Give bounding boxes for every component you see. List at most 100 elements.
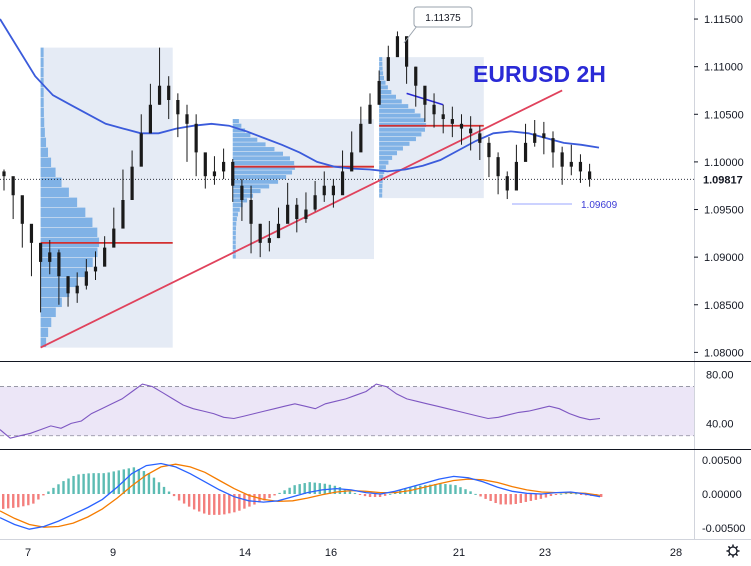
volume-profile-layer <box>40 47 484 348</box>
macd-histogram-bar <box>504 494 507 505</box>
candle-body <box>267 238 271 243</box>
current-price-badge <box>695 171 751 188</box>
candle-body <box>84 271 88 286</box>
volume-profile-row <box>379 151 398 156</box>
candle-body <box>103 247 107 267</box>
volume-profile-row <box>379 155 393 160</box>
macd-histogram-bar <box>303 483 306 494</box>
macd-histogram-bar <box>238 494 241 511</box>
macd-histogram-bar <box>373 494 377 497</box>
macd-histogram-bar <box>152 477 156 494</box>
volume-profile-row <box>379 90 392 95</box>
macd-histogram-bar <box>378 494 382 497</box>
candle-body <box>39 242 43 262</box>
candle-body <box>386 57 390 81</box>
volume-profile-row <box>232 231 236 236</box>
macd-histogram-bar <box>298 484 301 494</box>
candle-body <box>93 266 98 272</box>
candle-body <box>423 85 427 105</box>
macd-histogram-bar <box>92 473 95 494</box>
candle-body <box>185 114 189 124</box>
macd-histogram-bar <box>429 484 432 494</box>
volume-profile-row <box>40 157 52 168</box>
callout-box <box>413 6 473 28</box>
candle-body <box>203 152 207 177</box>
macd-histogram-bar <box>112 471 115 494</box>
candle-body <box>350 152 354 172</box>
macd-histogram-bar <box>137 468 141 494</box>
candle-body <box>276 223 281 239</box>
time-tick-label: 23 <box>539 547 551 559</box>
macd-histogram-bar <box>147 473 151 494</box>
macd-histogram-bar <box>233 494 236 513</box>
candle-body <box>29 223 34 243</box>
macd-histogram-bar <box>293 485 296 494</box>
candle-body <box>578 161 583 172</box>
macd-histogram-bar <box>313 482 316 494</box>
volume-profile-row <box>379 108 415 113</box>
volume-profile-row <box>232 240 236 245</box>
gear-tooth <box>735 553 739 557</box>
moving-average-line <box>0 18 600 173</box>
candle-body <box>405 36 409 67</box>
volume-profile-row <box>232 198 248 203</box>
candle-body <box>48 252 52 262</box>
volume-profile-row <box>379 146 403 151</box>
macd-histogram-bar <box>127 468 131 494</box>
macd-histogram-bar <box>474 493 477 495</box>
macd-histogram-bar <box>534 494 538 500</box>
macd-histogram-bar <box>102 473 105 494</box>
macd-line <box>0 462 601 530</box>
candle-body <box>414 66 418 86</box>
macd-histogram-bar <box>499 494 502 505</box>
volume-profile-row <box>232 203 243 208</box>
macd-histogram-bar <box>383 494 387 496</box>
macd-histogram-bar <box>348 491 352 494</box>
volume-profile-row <box>379 66 383 71</box>
macd-histogram-bar <box>223 494 226 515</box>
settings-gear-icon[interactable] <box>726 544 740 558</box>
candle-body <box>359 123 363 153</box>
macd-histogram-bar <box>494 494 497 504</box>
macd-histogram-bar <box>32 494 35 504</box>
macd-histogram-bar <box>42 494 45 496</box>
price-tick-label: 1.09500 <box>704 205 744 217</box>
gear-tooth <box>727 553 731 557</box>
macd-histogram-bar <box>358 494 362 495</box>
macd-histogram-bar <box>213 494 216 515</box>
macd-histogram-bar <box>544 494 548 498</box>
macd-histogram-bar <box>142 471 146 494</box>
candle-body <box>20 195 24 224</box>
volume-profile-row <box>232 156 290 161</box>
candle-body <box>313 195 317 210</box>
macd-histogram-bar <box>52 487 55 494</box>
macd-histogram-bar <box>459 487 462 494</box>
volume-profile-row <box>379 184 383 189</box>
macd-histogram-bar <box>167 491 171 494</box>
price-tick-label: 1.10000 <box>704 157 744 169</box>
gear-ring <box>728 546 738 556</box>
macd-histogram-bar <box>388 493 392 495</box>
macd-histogram-bar <box>47 491 50 494</box>
callout-pointer <box>403 25 418 44</box>
volume-profile-row <box>232 165 295 170</box>
candle-body <box>432 104 436 115</box>
macd-histogram-bar <box>439 483 442 494</box>
candle-body <box>331 185 335 196</box>
macd-histogram-bar <box>12 494 15 508</box>
volume-profile-row <box>379 99 402 104</box>
candle-body <box>441 114 445 120</box>
volume-profile-row <box>379 75 384 81</box>
volume-profile-row <box>40 257 93 268</box>
volume-profile-row <box>40 247 98 258</box>
candle-body <box>231 161 235 186</box>
low-price-label: 1.09609 <box>581 200 618 211</box>
volume-profile-row <box>40 297 62 308</box>
volume-profile-row <box>232 147 275 152</box>
volume-profile-row <box>379 141 410 146</box>
candle-body <box>459 123 464 129</box>
candle-body <box>533 133 537 143</box>
volume-profile-row <box>379 94 396 99</box>
